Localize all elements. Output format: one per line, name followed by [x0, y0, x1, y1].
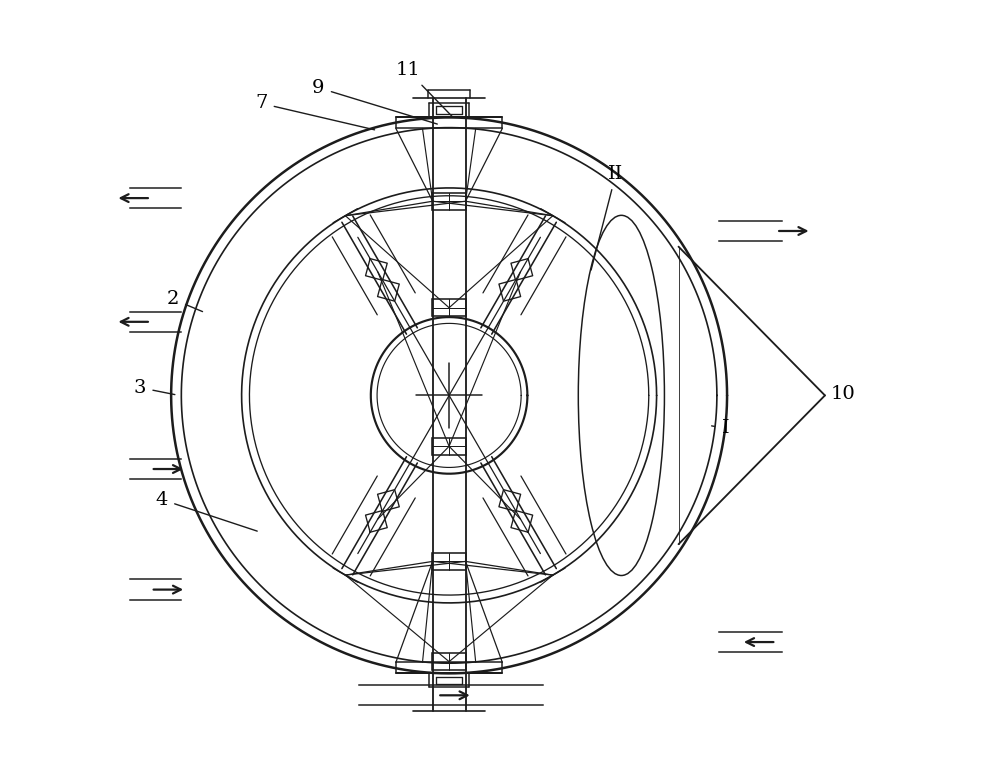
Text: II: II — [591, 165, 624, 270]
Bar — [432, 193, 466, 210]
Text: I: I — [712, 420, 729, 437]
Bar — [432, 299, 466, 316]
Text: 2: 2 — [167, 290, 203, 312]
Text: 7: 7 — [255, 95, 375, 130]
Text: 9: 9 — [312, 79, 437, 124]
Text: 10: 10 — [831, 385, 855, 402]
Bar — [432, 653, 466, 670]
Text: 4: 4 — [156, 491, 257, 531]
Bar — [432, 553, 466, 570]
Bar — [432, 438, 466, 455]
Text: 3: 3 — [134, 379, 175, 396]
Text: 11: 11 — [395, 62, 452, 117]
